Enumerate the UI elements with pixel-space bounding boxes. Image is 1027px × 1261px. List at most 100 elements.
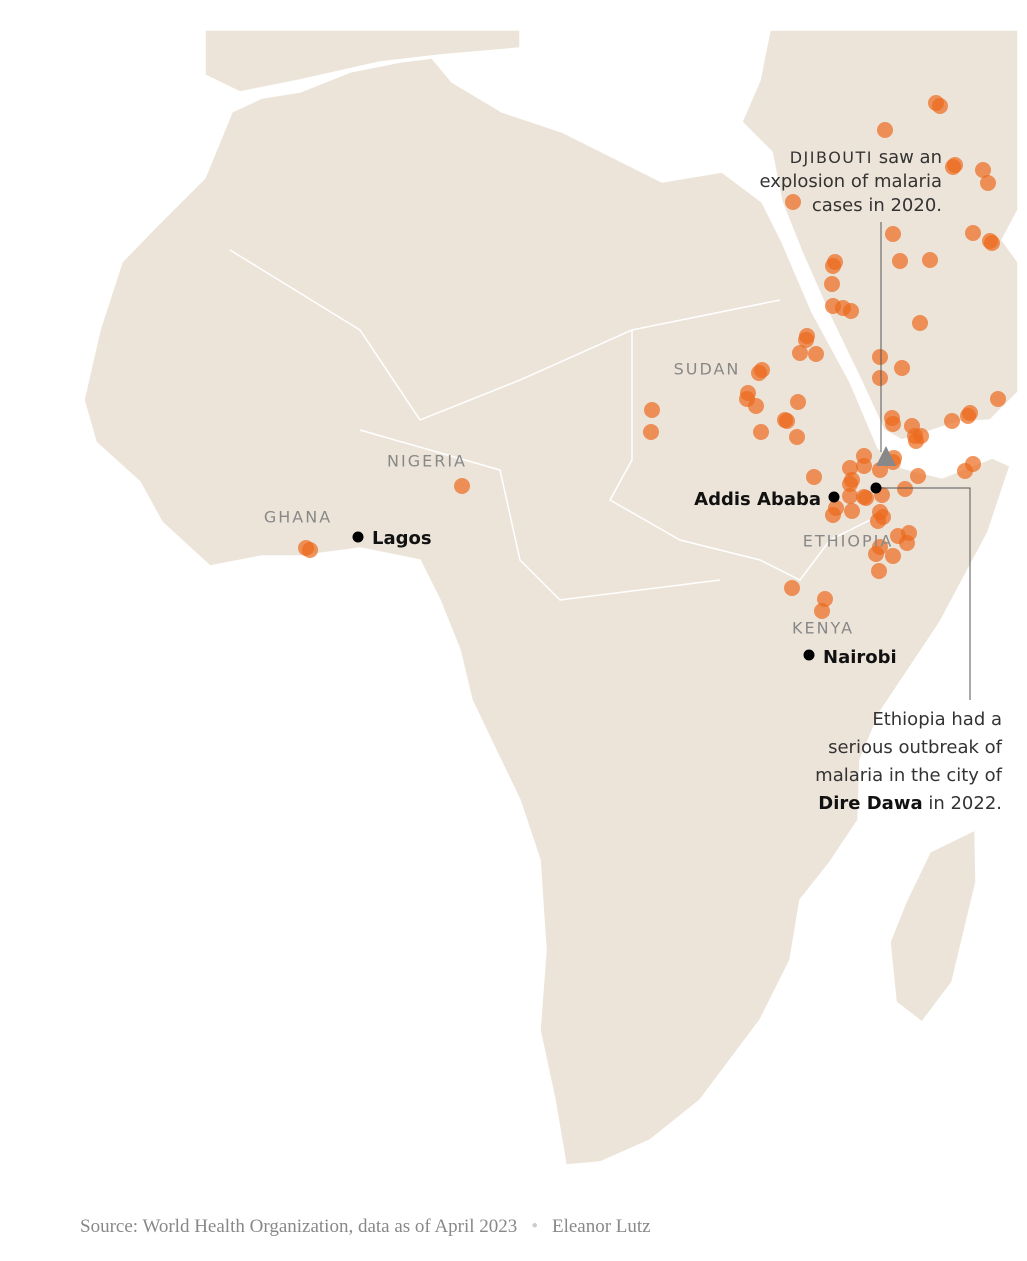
annotation: Ethiopia had a serious outbreak of malaria… [815,709,1002,814]
arabia [741,29,1019,441]
outbreak-dot [897,481,913,497]
city-dot [803,649,815,661]
outbreak-dot [644,402,660,418]
annotation-line: explosion of malaria [760,171,942,192]
outbreak-dot [870,513,886,529]
outbreak-dot [784,580,800,596]
annotation-line: serious outbreak of [828,737,1003,758]
leaders [876,222,971,700]
city-label: Nairobi [823,647,897,668]
outbreak-dot [842,460,858,476]
annotation-text: in 2022. [923,793,1002,814]
outbreak-dot [806,469,822,485]
outbreak-dot [892,253,908,269]
annotation-text: saw an [873,147,942,168]
outbreak-dot [789,429,805,445]
annotation: DJIBOUTI saw an explosion of malaria cases… [760,147,942,216]
leader-line [876,487,971,700]
credit: Eleanor Lutz [551,1216,651,1237]
outbreak-dot [748,398,764,414]
annotation-line: malaria in the city of [815,765,1002,786]
outbreak-dot [894,360,910,376]
outbreak-dot [825,507,841,523]
outbreak-dot [885,416,901,432]
outbreak-dot [975,162,991,178]
annotation-line: Ethiopia had a [872,709,1002,730]
outbreak-dot [944,413,960,429]
outbreak-dot [817,591,833,607]
annotation-text: Ethiopia had a [872,709,1002,730]
outbreak-dot [814,603,830,619]
annotation-line: Dire Dawa in 2022. [818,793,1002,814]
country-label: ETHIOPIA [803,532,894,551]
outbreak-dot [947,157,963,173]
border [229,249,781,421]
outbreak-dot [922,252,938,268]
outbreak-dot [885,548,901,564]
annotation-line: cases in 2020. [812,195,942,216]
africa [83,57,1011,1166]
annotation-text: DJIBOUTI [790,148,873,167]
outbreak-dot [877,122,893,138]
annotation-text: cases in 2020. [812,195,942,216]
outbreak-dot [912,315,928,331]
outbreak-dot [825,258,841,274]
annotation-text: Dire Dawa [818,793,922,814]
city-dot [352,531,364,543]
outbreak-dot [751,365,767,381]
outbreak-dot [842,488,858,504]
outbreak-dot [868,546,884,562]
source: Source: World Health Organization, data … [80,1216,518,1237]
outbreak-dot [858,490,874,506]
outbreak-dot [957,463,973,479]
djibouti-marker [876,446,896,466]
outbreak-dot [808,346,824,362]
city-dot [828,491,840,503]
country-label: GHANA [264,508,332,527]
europe [204,29,521,93]
outbreak-dot [824,276,840,292]
outbreak-dot [842,476,858,492]
footer: Source: World Health Organization, data … [80,1216,651,1238]
outbreak-dot [908,433,924,449]
outbreak-dots [298,95,1006,619]
madagascar [889,828,977,1024]
separator: • [531,1216,538,1237]
outbreak-dot [790,394,806,410]
outbreak-dot [777,412,793,428]
outbreak-dot [872,370,888,386]
outbreak-dot [910,468,926,484]
outbreak-dot [792,345,808,361]
outbreak-dot [980,175,996,191]
outbreak-dot [965,225,981,241]
annotation-text: explosion of malaria [760,171,942,192]
outbreak-dot [302,542,318,558]
outbreak-dot [984,235,1000,251]
outbreak-dot [990,391,1006,407]
country-label: KENYA [792,619,854,638]
outbreak-dot [844,503,860,519]
outbreak-dot [798,332,814,348]
city-dot [870,482,882,494]
border [608,330,871,581]
city-label: Lagos [372,528,432,549]
country-label: NIGERIA [387,452,467,471]
country-label: SUDAN [674,360,741,379]
map: SUDAN NIGERIA GHANA ETHIOPIA KENYA Lagos… [83,29,1019,1166]
outbreak-dot [843,303,859,319]
border [359,429,721,601]
outbreak-dot [643,424,659,440]
outbreak-dot [856,458,872,474]
outbreak-dot [871,563,887,579]
outbreak-dot [753,424,769,440]
outbreak-dot [899,535,915,551]
outbreak-dot [932,98,948,114]
outbreak-dot [872,349,888,365]
outbreak-dot [962,405,978,421]
city-label: Addis Ababa [694,489,821,510]
outbreak-dot [785,194,801,210]
outbreak-dot [885,226,901,242]
land [83,29,1019,1166]
annotation-line: DJIBOUTI saw an [790,147,942,168]
